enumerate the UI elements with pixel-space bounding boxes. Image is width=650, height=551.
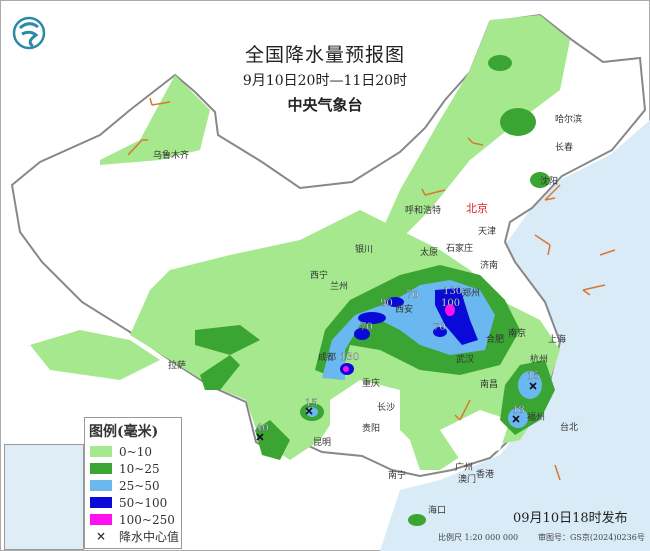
center-value: 130 <box>340 352 359 363</box>
forecast-period: 9月10日20时—11日20时 <box>242 73 408 89</box>
city-label: 南京 <box>508 327 526 339</box>
city-label: 贵阳 <box>362 422 380 434</box>
center-value: 70 <box>360 322 373 333</box>
wind-barbs <box>127 97 616 481</box>
legend-item: 25~50 <box>90 477 181 494</box>
center-value: 70 <box>406 290 419 301</box>
rain-100-250 <box>343 304 455 372</box>
city-label: 海口 <box>428 504 446 516</box>
city-label: 西安 <box>395 303 413 315</box>
city-label: 西宁 <box>310 269 328 281</box>
city-label: 南昌 <box>480 378 498 390</box>
center-value: 70 <box>433 322 446 333</box>
city-label: 乌鲁木齐 <box>153 149 189 161</box>
city-label: 长春 <box>555 141 573 153</box>
map-scale: 比例尺 1:20 000 000 <box>438 533 519 542</box>
city-label: 广州 <box>455 461 473 473</box>
map-title: 全国降水量预报图 <box>244 44 405 66</box>
cma-logo <box>12 16 46 50</box>
sea <box>380 120 650 551</box>
issuer: 中央气象台 <box>287 96 363 114</box>
city-label: 太原 <box>420 246 438 258</box>
rain-50-100 <box>340 288 478 375</box>
center-value: 40 <box>256 423 269 434</box>
legend-title: 图例(毫米) <box>89 424 159 440</box>
city-label: 香港 <box>476 468 494 480</box>
center-value: 15 <box>527 371 540 382</box>
city-label: 石家庄 <box>446 242 473 254</box>
city-label: 成都 <box>318 351 336 363</box>
city-label: 台北 <box>560 421 578 433</box>
city-label: 上海 <box>548 333 566 345</box>
city-label: 哈尔滨 <box>555 113 582 125</box>
legend-item: 50~100 <box>90 494 181 511</box>
city-label: 合肥 <box>486 333 504 345</box>
center-value: 15 <box>305 398 318 409</box>
center-value: 18 <box>512 405 525 416</box>
city-label: 天津 <box>478 226 496 237</box>
city-label: 呼和浩特 <box>405 204 441 216</box>
city-label: 杭州 <box>530 353 548 365</box>
city-label: 澳门 <box>458 473 476 485</box>
city-label: 拉萨 <box>168 359 186 371</box>
city-label: 济南 <box>480 259 498 271</box>
city-labels: 乌鲁木齐 哈尔滨 长春 沈阳 呼和浩特 北京 天津 石家庄 太原 济南 银川 西… <box>153 113 582 526</box>
city-label: 重庆 <box>362 377 380 389</box>
city-label: 福州 <box>527 411 545 423</box>
capital-label: 北京 <box>466 201 488 215</box>
center-value: 130 <box>443 286 462 297</box>
x-mark-icon: × <box>95 529 107 543</box>
precip-centers: 130 100 70 70 90 70 130 15 40 15 18 <box>256 286 540 441</box>
city-label: 沈阳 <box>540 175 558 187</box>
legend-item: × 降水中心值 <box>90 528 181 545</box>
legend-item: 100~250 <box>90 511 181 528</box>
x-mark-icon <box>256 382 537 441</box>
center-value: 90 <box>380 298 393 309</box>
south-china-sea-inset <box>4 444 84 550</box>
city-label: 郑州 <box>462 287 480 299</box>
dry-gap <box>330 380 510 460</box>
city-label: 南宁 <box>388 469 406 481</box>
legend-item: 10~25 <box>90 460 181 477</box>
city-label: 昆明 <box>313 437 331 448</box>
city-label: 武汉 <box>456 353 474 365</box>
issue-time: 09月10日18时发布 <box>513 511 628 526</box>
legend: 图例(毫米) 0~10 10~25 25~50 50~100 100~250 ×… <box>84 417 182 549</box>
city-label: 银川 <box>355 243 373 255</box>
city-label: 长沙 <box>377 401 395 413</box>
legend-item: 0~10 <box>90 443 181 460</box>
center-value: 100 <box>441 298 460 309</box>
map-approval-number: 审图号：GS京(2024)0236号 <box>538 533 645 542</box>
city-label: 兰州 <box>330 280 348 292</box>
